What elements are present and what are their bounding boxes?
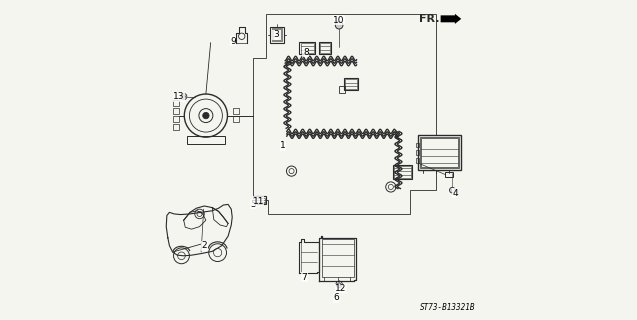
Bar <box>318 42 331 54</box>
FancyArrow shape <box>441 14 461 24</box>
Bar <box>394 166 411 178</box>
Text: 1: 1 <box>280 141 286 150</box>
Bar <box>299 42 315 54</box>
Circle shape <box>184 94 227 137</box>
Text: 12: 12 <box>335 284 347 293</box>
Bar <box>445 172 454 178</box>
Bar <box>173 100 179 106</box>
Circle shape <box>450 187 455 193</box>
Bar <box>254 196 266 204</box>
Bar <box>393 165 412 179</box>
Bar <box>420 137 459 168</box>
Text: 9: 9 <box>230 36 236 45</box>
Bar <box>339 86 345 93</box>
Text: FR.: FR. <box>419 14 439 24</box>
Bar <box>173 116 179 122</box>
Bar <box>173 124 179 130</box>
Bar <box>273 29 281 40</box>
Text: 6: 6 <box>333 293 339 302</box>
Bar <box>233 108 239 114</box>
Text: 11: 11 <box>252 197 264 206</box>
Bar <box>271 28 282 41</box>
Bar <box>322 239 354 277</box>
Bar <box>270 27 283 43</box>
Circle shape <box>182 95 185 98</box>
Bar <box>233 116 239 122</box>
Circle shape <box>335 21 343 29</box>
Bar <box>255 198 265 204</box>
Text: 2: 2 <box>201 241 207 250</box>
Text: 4: 4 <box>452 189 458 198</box>
Circle shape <box>203 112 209 119</box>
Text: 7: 7 <box>301 273 307 282</box>
Bar <box>416 158 419 163</box>
Bar <box>421 139 458 167</box>
Bar <box>345 79 357 89</box>
Text: 8: 8 <box>303 48 309 57</box>
Bar <box>344 78 358 90</box>
Bar <box>419 135 461 170</box>
Bar <box>416 142 419 147</box>
Text: ST73-B13321B: ST73-B13321B <box>420 303 476 312</box>
Bar <box>173 108 179 114</box>
Text: 5: 5 <box>250 200 256 209</box>
Bar <box>301 43 314 53</box>
Text: 13: 13 <box>173 92 185 101</box>
Circle shape <box>338 283 341 286</box>
Bar <box>416 150 419 155</box>
Text: 3: 3 <box>273 30 278 39</box>
Bar <box>320 43 330 53</box>
Text: 10: 10 <box>333 16 345 25</box>
Bar <box>187 136 225 144</box>
